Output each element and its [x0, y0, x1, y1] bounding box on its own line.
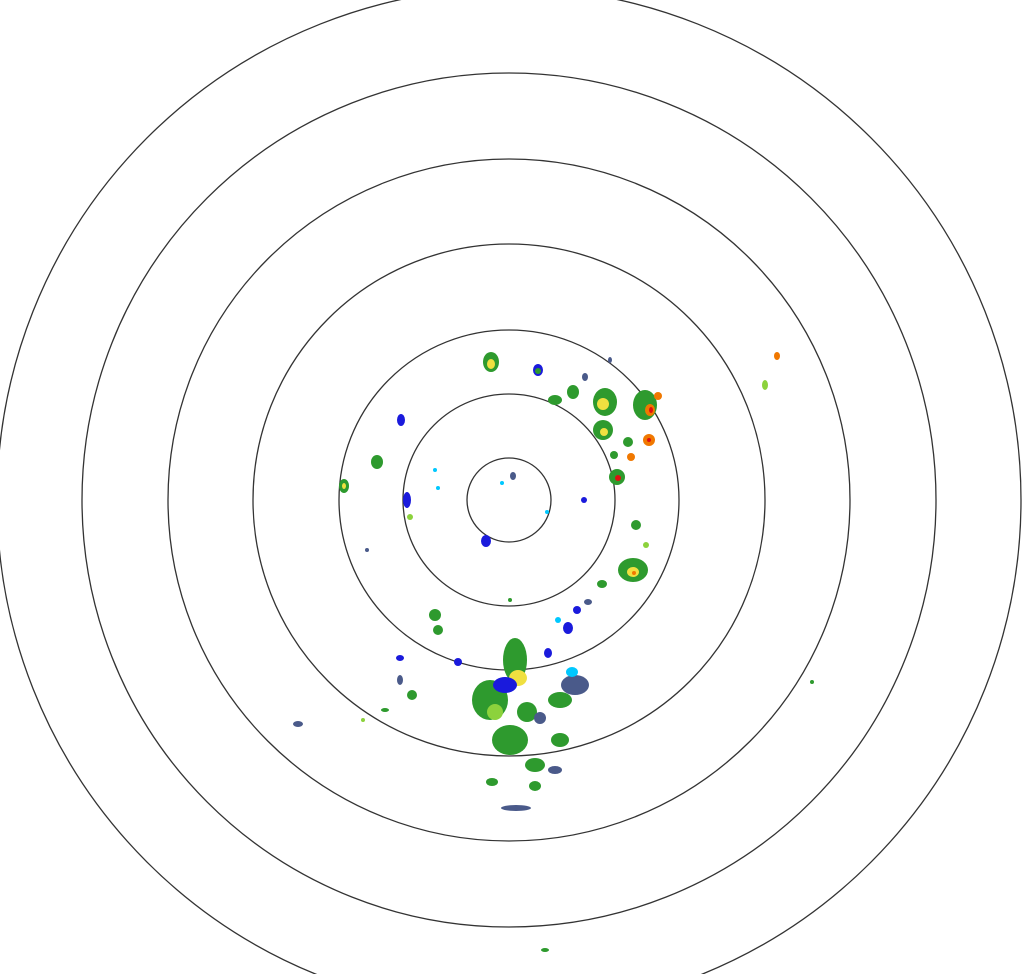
echo-cell-heavy	[342, 483, 346, 489]
echo-cell-muted	[397, 675, 403, 685]
echo-cell-moderate	[610, 451, 618, 459]
echo-cell-muted	[582, 373, 588, 381]
echo-cell-moderate	[371, 455, 383, 469]
echo-cell-intense	[627, 453, 635, 461]
echo-cell-muted	[561, 675, 589, 695]
echo-cell-weak	[563, 622, 573, 634]
echo-cell-weak	[573, 606, 581, 614]
echo-cell-muted	[608, 357, 612, 363]
echo-cell-moderate	[381, 708, 389, 712]
echo-cell-moderate	[486, 778, 498, 786]
echo-cell-muted	[293, 721, 303, 727]
range-ring	[338, 329, 680, 671]
echo-cell-moderate	[631, 520, 641, 530]
echo-cell-heavy	[597, 398, 609, 410]
range-ring	[81, 72, 937, 928]
range-ring	[167, 158, 851, 842]
echo-cell-heavy	[487, 359, 495, 369]
echo-cell-moderate	[633, 390, 657, 420]
precipitation-echoes	[293, 352, 814, 952]
echo-cell-weak	[397, 414, 405, 426]
echo-cell-moderate	[548, 395, 562, 405]
echo-cell-moderate	[623, 437, 633, 447]
range-ring	[466, 457, 552, 543]
echo-cell-moderate	[407, 690, 417, 700]
echo-cell-extreme	[649, 407, 653, 413]
echo-cell-weak	[403, 492, 411, 508]
echo-cell-strong	[487, 704, 503, 720]
echo-cell-light	[436, 486, 440, 490]
echo-cell-muted	[534, 712, 546, 724]
echo-cell-muted	[584, 599, 592, 605]
echo-cell-muted	[365, 548, 369, 552]
echo-cell-intense	[654, 392, 662, 400]
echo-cell-extreme	[647, 438, 651, 442]
echo-cell-moderate	[433, 625, 443, 635]
echo-cell-strong	[361, 718, 365, 722]
echo-cell-light	[555, 617, 561, 623]
echo-cell-muted	[548, 766, 562, 774]
echo-cell-moderate	[517, 702, 537, 722]
echo-cell-strong	[643, 542, 649, 548]
echo-cell-weak	[454, 658, 462, 666]
echo-cell-moderate	[535, 368, 541, 374]
echo-cell-intense	[632, 571, 636, 575]
echo-cell-weak	[544, 648, 552, 658]
echo-cell-light	[433, 468, 437, 472]
echo-cell-weak	[481, 535, 491, 547]
echo-cell-weak	[396, 655, 404, 661]
echo-cell-heavy	[600, 428, 608, 436]
echo-cell-moderate	[492, 725, 528, 755]
echo-cell-weak	[581, 497, 587, 503]
echo-cell-light	[566, 667, 578, 677]
echo-cell-moderate	[429, 609, 441, 621]
range-ring	[252, 243, 766, 757]
echo-cell-moderate	[567, 385, 579, 399]
echo-cell-moderate	[508, 598, 512, 602]
echo-cell-muted	[510, 472, 516, 480]
echo-cell-weak	[493, 677, 517, 693]
echo-cell-moderate	[810, 680, 814, 684]
echo-cell-intense	[774, 352, 780, 360]
echo-cell-moderate	[529, 781, 541, 791]
echo-cell-muted	[501, 805, 531, 811]
echo-cell-light	[545, 510, 549, 514]
echo-cell-moderate	[551, 733, 569, 747]
echo-cell-moderate	[541, 948, 549, 952]
echo-cell-moderate	[597, 580, 607, 588]
echo-cell-light	[500, 481, 504, 485]
echo-cell-moderate	[548, 692, 572, 708]
echo-cell-extreme	[615, 475, 621, 481]
echo-cell-moderate	[525, 758, 545, 772]
echo-cell-strong	[407, 514, 413, 520]
echo-cell-strong	[762, 380, 768, 390]
